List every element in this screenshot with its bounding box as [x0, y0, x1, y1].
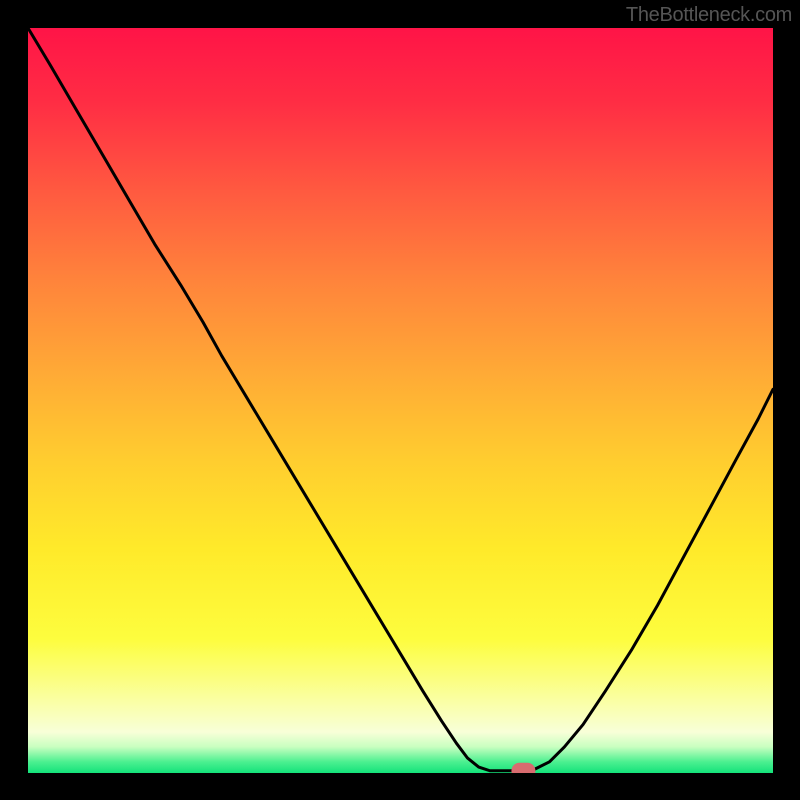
bottleneck-curve-svg — [28, 28, 773, 773]
bottleneck-curve — [28, 28, 773, 771]
plot-area — [28, 28, 773, 773]
watermark-text: TheBottleneck.com — [626, 4, 792, 27]
optimum-marker — [511, 763, 535, 773]
